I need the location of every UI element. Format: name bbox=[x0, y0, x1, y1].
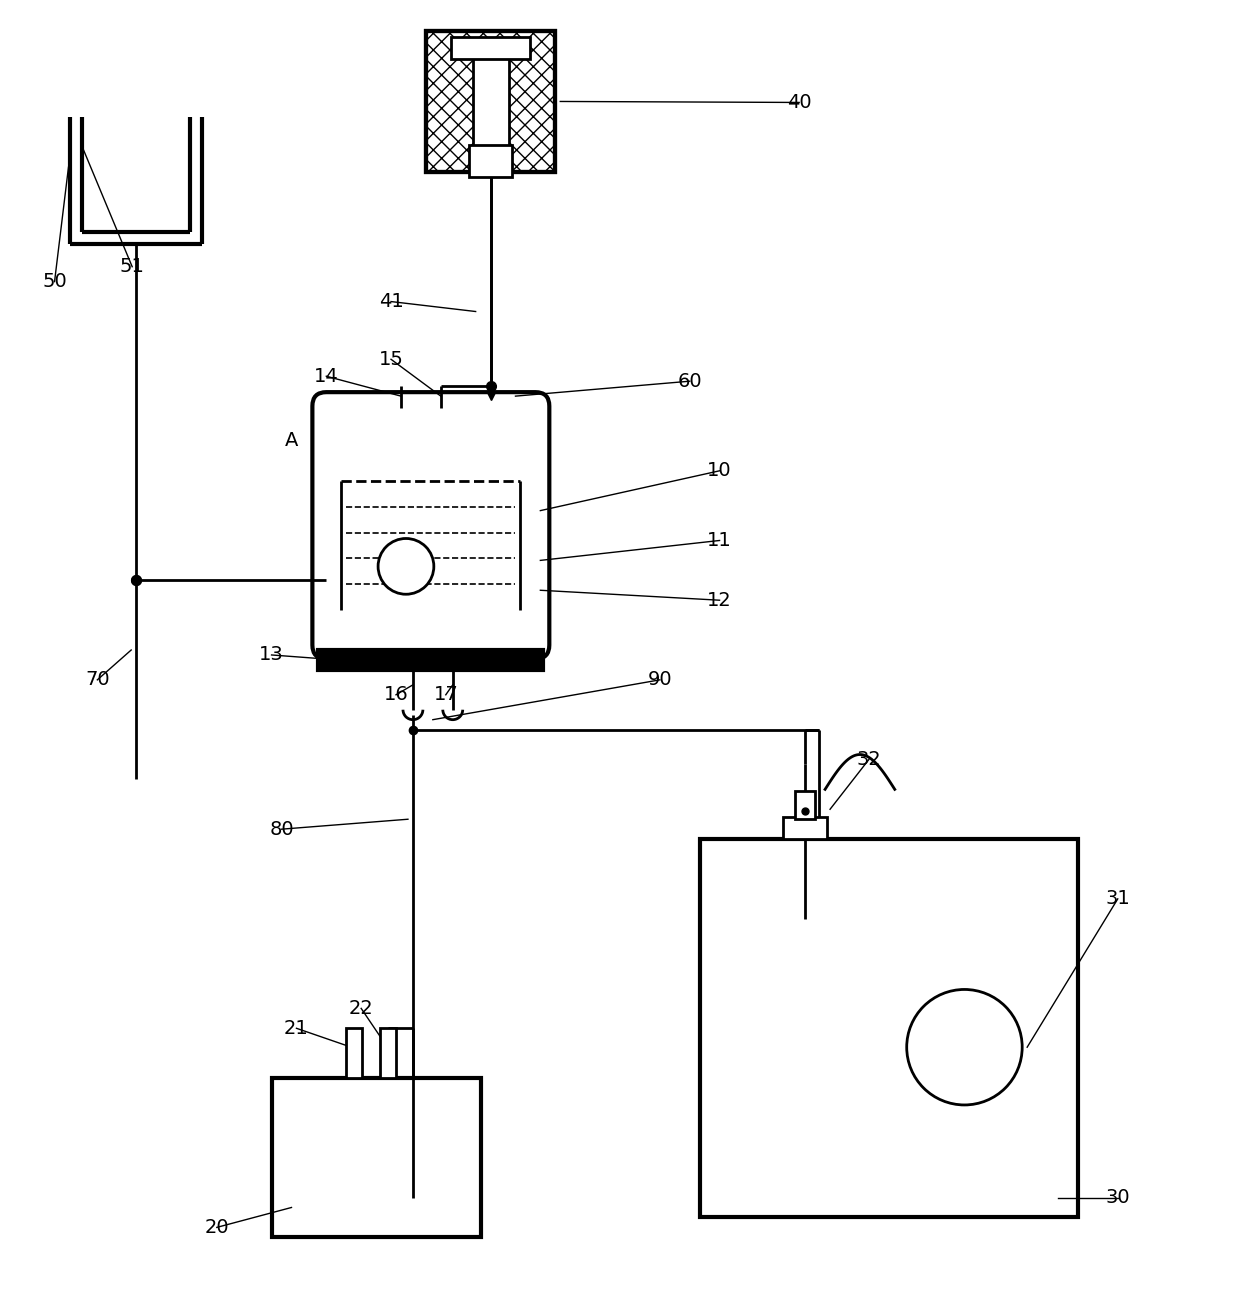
FancyBboxPatch shape bbox=[312, 393, 549, 658]
Text: 80: 80 bbox=[269, 819, 294, 839]
Text: 40: 40 bbox=[787, 93, 811, 111]
Text: A: A bbox=[285, 432, 298, 451]
Bar bbox=[699, 839, 1078, 1217]
Bar bbox=[425, 31, 556, 172]
Bar bbox=[472, 39, 508, 168]
Text: 31: 31 bbox=[1105, 889, 1130, 908]
Text: 32: 32 bbox=[857, 750, 882, 769]
Bar bbox=[425, 31, 556, 172]
Circle shape bbox=[378, 539, 434, 595]
Bar bbox=[451, 36, 531, 58]
Bar bbox=[469, 145, 512, 178]
Bar bbox=[795, 792, 815, 819]
Text: 30: 30 bbox=[1105, 1188, 1130, 1207]
Text: 15: 15 bbox=[378, 350, 403, 369]
Text: 11: 11 bbox=[707, 531, 732, 550]
Text: 51: 51 bbox=[120, 257, 145, 276]
Text: 13: 13 bbox=[259, 645, 284, 665]
Text: 60: 60 bbox=[677, 372, 702, 390]
Bar bbox=[425, 31, 556, 172]
Text: 12: 12 bbox=[707, 591, 732, 609]
Bar bbox=[381, 1028, 396, 1078]
Text: 17: 17 bbox=[434, 686, 458, 704]
Circle shape bbox=[906, 989, 1022, 1105]
Text: 41: 41 bbox=[378, 292, 403, 311]
Text: 20: 20 bbox=[205, 1218, 229, 1236]
Text: 14: 14 bbox=[314, 367, 339, 386]
Text: 90: 90 bbox=[647, 670, 672, 689]
Text: 70: 70 bbox=[86, 670, 109, 689]
Text: 22: 22 bbox=[348, 999, 373, 1017]
Bar bbox=[272, 1078, 481, 1238]
Text: 10: 10 bbox=[707, 461, 732, 481]
Bar bbox=[346, 1028, 362, 1078]
Bar bbox=[784, 818, 827, 839]
Bar bbox=[319, 651, 543, 670]
Text: 21: 21 bbox=[284, 1019, 309, 1038]
Text: 50: 50 bbox=[42, 272, 67, 292]
Text: 16: 16 bbox=[383, 686, 408, 704]
